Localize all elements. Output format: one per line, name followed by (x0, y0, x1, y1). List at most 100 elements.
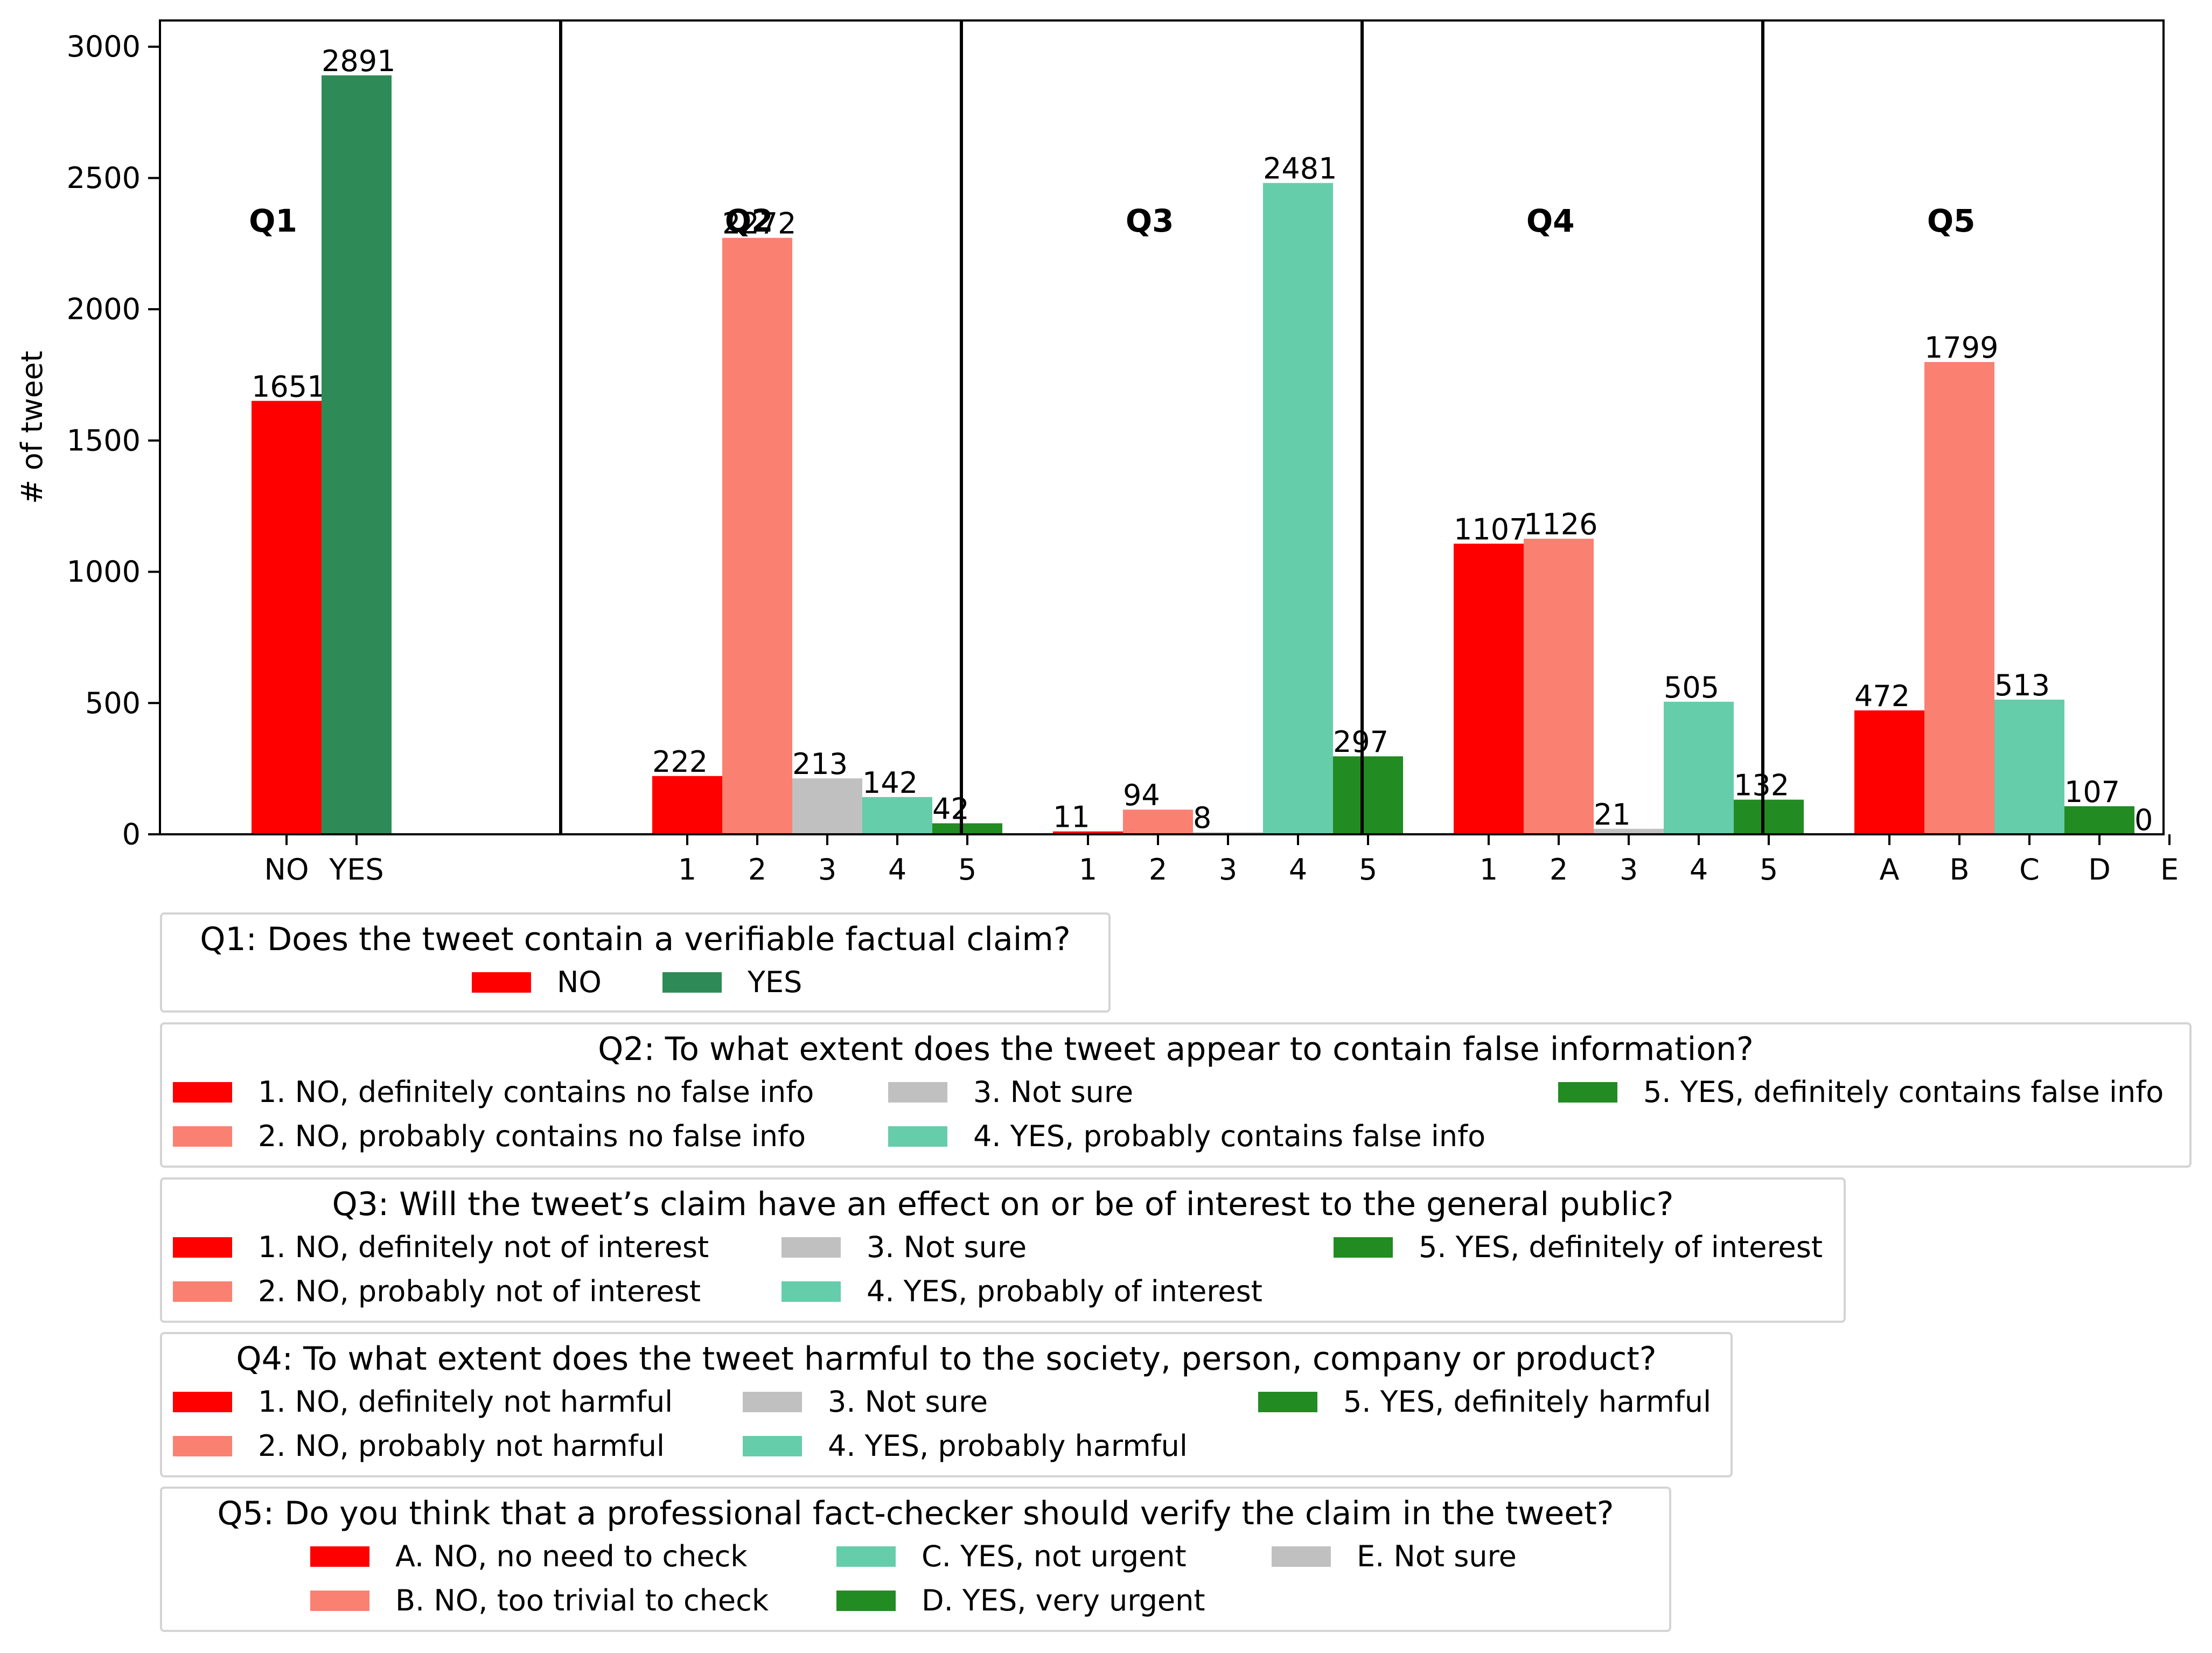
panel-title: Q2 (725, 203, 773, 239)
x-tick-label: 5 (1359, 853, 1377, 883)
legend-swatch (1258, 1392, 1317, 1412)
bar-value-label: 1126 (1524, 507, 1597, 541)
x-tick-label: E (2160, 853, 2179, 883)
y-tick-label: 2000 (67, 292, 141, 326)
legend-label: 4. YES, probably contains false info (973, 1119, 1486, 1153)
legend-swatch (173, 1436, 232, 1456)
legend-label: 4. YES, probably harmful (828, 1429, 1188, 1463)
bar (652, 776, 722, 834)
legend-label: 1. NO, definitely not harmful (258, 1385, 673, 1419)
legend-swatch (743, 1436, 802, 1456)
legend-swatch (1558, 1082, 1617, 1103)
legend-q2-item: 3. Not sure (888, 1075, 1133, 1110)
bar (1263, 183, 1333, 834)
legend-label: C. YES, not urgent (922, 1539, 1187, 1573)
bar (792, 778, 862, 834)
bar-value-label: 94 (1123, 778, 1160, 812)
bar-value-label: 222 (652, 745, 708, 779)
x-tick-label: 3 (1219, 853, 1237, 883)
y-tick-label: 3000 (67, 30, 141, 64)
bar-value-label: 513 (1994, 668, 2050, 702)
bar (862, 797, 932, 834)
legend-label: 3. Not sure (828, 1385, 988, 1419)
y-tick-label: 2500 (67, 161, 141, 195)
bar-value-label: 42 (932, 792, 969, 826)
legend-q1: Q1: Does the tweet contain a verifiable … (160, 912, 1111, 1013)
legend-label: 5. YES, definitely of interest (1419, 1230, 1823, 1264)
legend-swatch (173, 1082, 232, 1103)
legend-swatch (836, 1591, 896, 1611)
x-tick-label: YES (329, 853, 383, 883)
legend-q2-item: 1. NO, definitely contains no false info (173, 1075, 814, 1110)
bar (252, 401, 322, 834)
y-axis-label: # of tweet (15, 351, 49, 504)
panel-title: Q1 (249, 203, 297, 239)
x-tick-label: 1 (1480, 853, 1498, 883)
legend-q1-item: NO (472, 965, 602, 1000)
legend-q3-title: Q3: Will the tweet’s claim have an effec… (332, 1185, 1674, 1223)
legend-label: 3. Not sure (867, 1230, 1027, 1264)
bar-value-label: 107 (2064, 775, 2120, 809)
bar-value-label: 8 (1193, 801, 1211, 835)
legend-label: 2. NO, probably not of interest (258, 1274, 701, 1308)
legend-swatch (1334, 1237, 1393, 1258)
legend-label: 2. NO, probably contains no false info (258, 1119, 806, 1153)
bar-value-label: 21 (1594, 798, 1631, 832)
legend-q4-item: 5. YES, definitely harmful (1258, 1385, 1711, 1419)
plot-frame (159, 19, 2165, 835)
legend-label: 3. Not sure (973, 1075, 1134, 1109)
legend-swatch (888, 1082, 947, 1103)
bar (1664, 701, 1734, 834)
panel-title: Q3 (1126, 203, 1174, 239)
bar (1994, 699, 2064, 834)
bar (2064, 806, 2134, 834)
bar-value-label: 1651 (252, 369, 325, 403)
legend-swatch (173, 1392, 232, 1412)
legend-label: D. YES, very urgent (922, 1584, 1205, 1617)
x-tick-label: B (1949, 853, 1969, 883)
bar-value-label: 505 (1664, 671, 1719, 705)
legend-q3-item: 1. NO, definitely not of interest (173, 1230, 709, 1265)
x-tick-label: 2 (1149, 853, 1167, 883)
legend-swatch (1272, 1546, 1331, 1567)
legend-swatch (310, 1591, 369, 1611)
x-tick-label: 3 (818, 853, 836, 883)
bar-value-label: 472 (1854, 679, 1910, 713)
legend-q2-item: 5. YES, definitely contains false info (1558, 1075, 2164, 1110)
panel-title: Q4 (1526, 203, 1575, 239)
x-tick-label: D (2088, 853, 2111, 883)
legend-q4-item: 3. Not sure (743, 1385, 988, 1419)
bar-value-label: 2272 (722, 207, 796, 241)
legend-swatch (310, 1546, 369, 1567)
legend-q4: Q4: To what extent does the tweet harmfu… (160, 1332, 1733, 1477)
x-tick-label: NO (264, 853, 309, 883)
legend-q5-item: E. Not sure (1272, 1539, 1517, 1574)
legend-q3-item: 2. NO, probably not of interest (173, 1274, 701, 1309)
legend-label: 5. YES, definitely contains false info (1643, 1075, 2164, 1109)
bar (1333, 756, 1403, 834)
y-tick-label: 500 (85, 686, 141, 720)
legend-q5-item: C. YES, not urgent (836, 1539, 1187, 1574)
legend-q5-item: A. NO, no need to check (310, 1539, 748, 1574)
legend-swatch (743, 1392, 802, 1412)
bar-value-label: 213 (792, 747, 848, 781)
x-tick-label: 4 (1690, 853, 1708, 883)
legend-swatch (662, 972, 722, 993)
bar (1454, 543, 1524, 834)
bar (1053, 831, 1123, 834)
legend-q3-item: 5. YES, definitely of interest (1334, 1230, 1823, 1265)
legend-swatch (173, 1281, 232, 1302)
x-tick-label: 4 (1289, 853, 1307, 883)
legend-q5-item: D. YES, very urgent (836, 1584, 1205, 1618)
bar (1734, 799, 1804, 834)
legend-swatch (173, 1237, 232, 1258)
legend-q5-item: B. NO, too trivial to check (310, 1584, 769, 1618)
bar (1924, 362, 1994, 834)
bar (1123, 810, 1193, 834)
bar-value-label: 2481 (1263, 152, 1337, 186)
legend-label: 1. NO, definitely contains no false info (258, 1075, 814, 1109)
x-tick-label: 1 (678, 853, 696, 883)
bar (1854, 710, 1924, 834)
bar (722, 238, 792, 834)
x-tick-label: 1 (1079, 853, 1097, 883)
